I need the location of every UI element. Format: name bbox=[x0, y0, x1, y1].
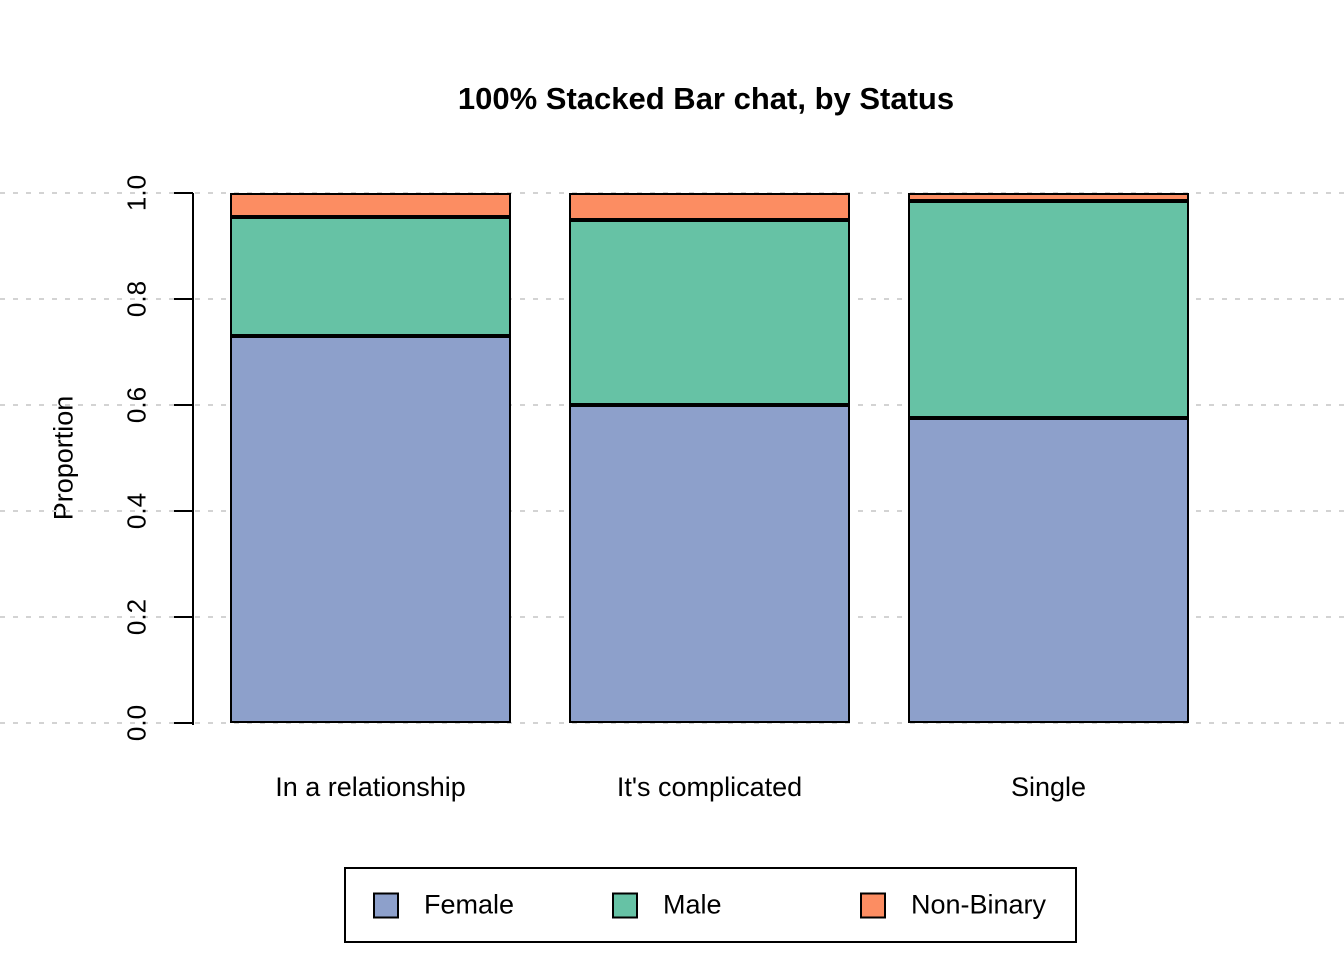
bar-segment-non-binary-it-s-complicated bbox=[569, 193, 850, 220]
legend-entry-female: Female bbox=[373, 890, 514, 921]
y-tick-label: 0.0 bbox=[121, 704, 152, 742]
y-tick bbox=[174, 404, 193, 406]
chart-title: 100% Stacked Bar chat, by Status bbox=[457, 81, 955, 116]
bar-segment-female-single bbox=[908, 418, 1189, 723]
bar-segment-non-binary-in-a-relationship bbox=[230, 193, 511, 217]
x-axis-label-in-a-relationship: In a relationship bbox=[275, 772, 466, 802]
legend-label-male: Male bbox=[663, 889, 722, 920]
bar-segment-female-in-a-relationship bbox=[230, 336, 511, 723]
bar-segment-male-single bbox=[908, 200, 1189, 419]
legend-entry-non-binary: Non-Binary bbox=[860, 890, 1046, 921]
legend-label-non-binary: Non-Binary bbox=[911, 889, 1047, 920]
y-axis-label: Proportion bbox=[48, 395, 79, 521]
y-tick bbox=[174, 192, 193, 194]
y-tick bbox=[174, 298, 193, 300]
legend-label-female: Female bbox=[424, 889, 515, 920]
legend-entry-male: Male bbox=[612, 890, 722, 921]
bar-segment-female-it-s-complicated bbox=[569, 405, 850, 723]
x-axis-label-it-s-complicated: It's complicated bbox=[616, 772, 803, 802]
y-tick bbox=[174, 722, 193, 724]
bar-segment-male-in-a-relationship bbox=[230, 216, 511, 337]
legend-swatch-male bbox=[612, 892, 638, 918]
y-tick-label: 0.6 bbox=[121, 386, 152, 424]
legend-swatch-non-binary bbox=[860, 892, 886, 918]
y-axis-line bbox=[192, 193, 194, 725]
legend-swatch-female bbox=[373, 892, 399, 918]
y-tick bbox=[174, 616, 193, 618]
y-tick-label: 0.8 bbox=[121, 280, 152, 318]
y-tick-label: 0.4 bbox=[121, 492, 152, 530]
y-tick-label: 1.0 bbox=[121, 174, 152, 212]
y-tick bbox=[174, 510, 193, 512]
bar-segment-non-binary-single bbox=[908, 193, 1189, 201]
x-axis-label-single: Single bbox=[1010, 772, 1087, 802]
gridline bbox=[0, 722, 1344, 724]
legend-box: Female Male Non-Binary bbox=[344, 867, 1077, 943]
y-tick-label: 0.2 bbox=[121, 598, 152, 636]
bar-segment-male-it-s-complicated bbox=[569, 219, 850, 405]
